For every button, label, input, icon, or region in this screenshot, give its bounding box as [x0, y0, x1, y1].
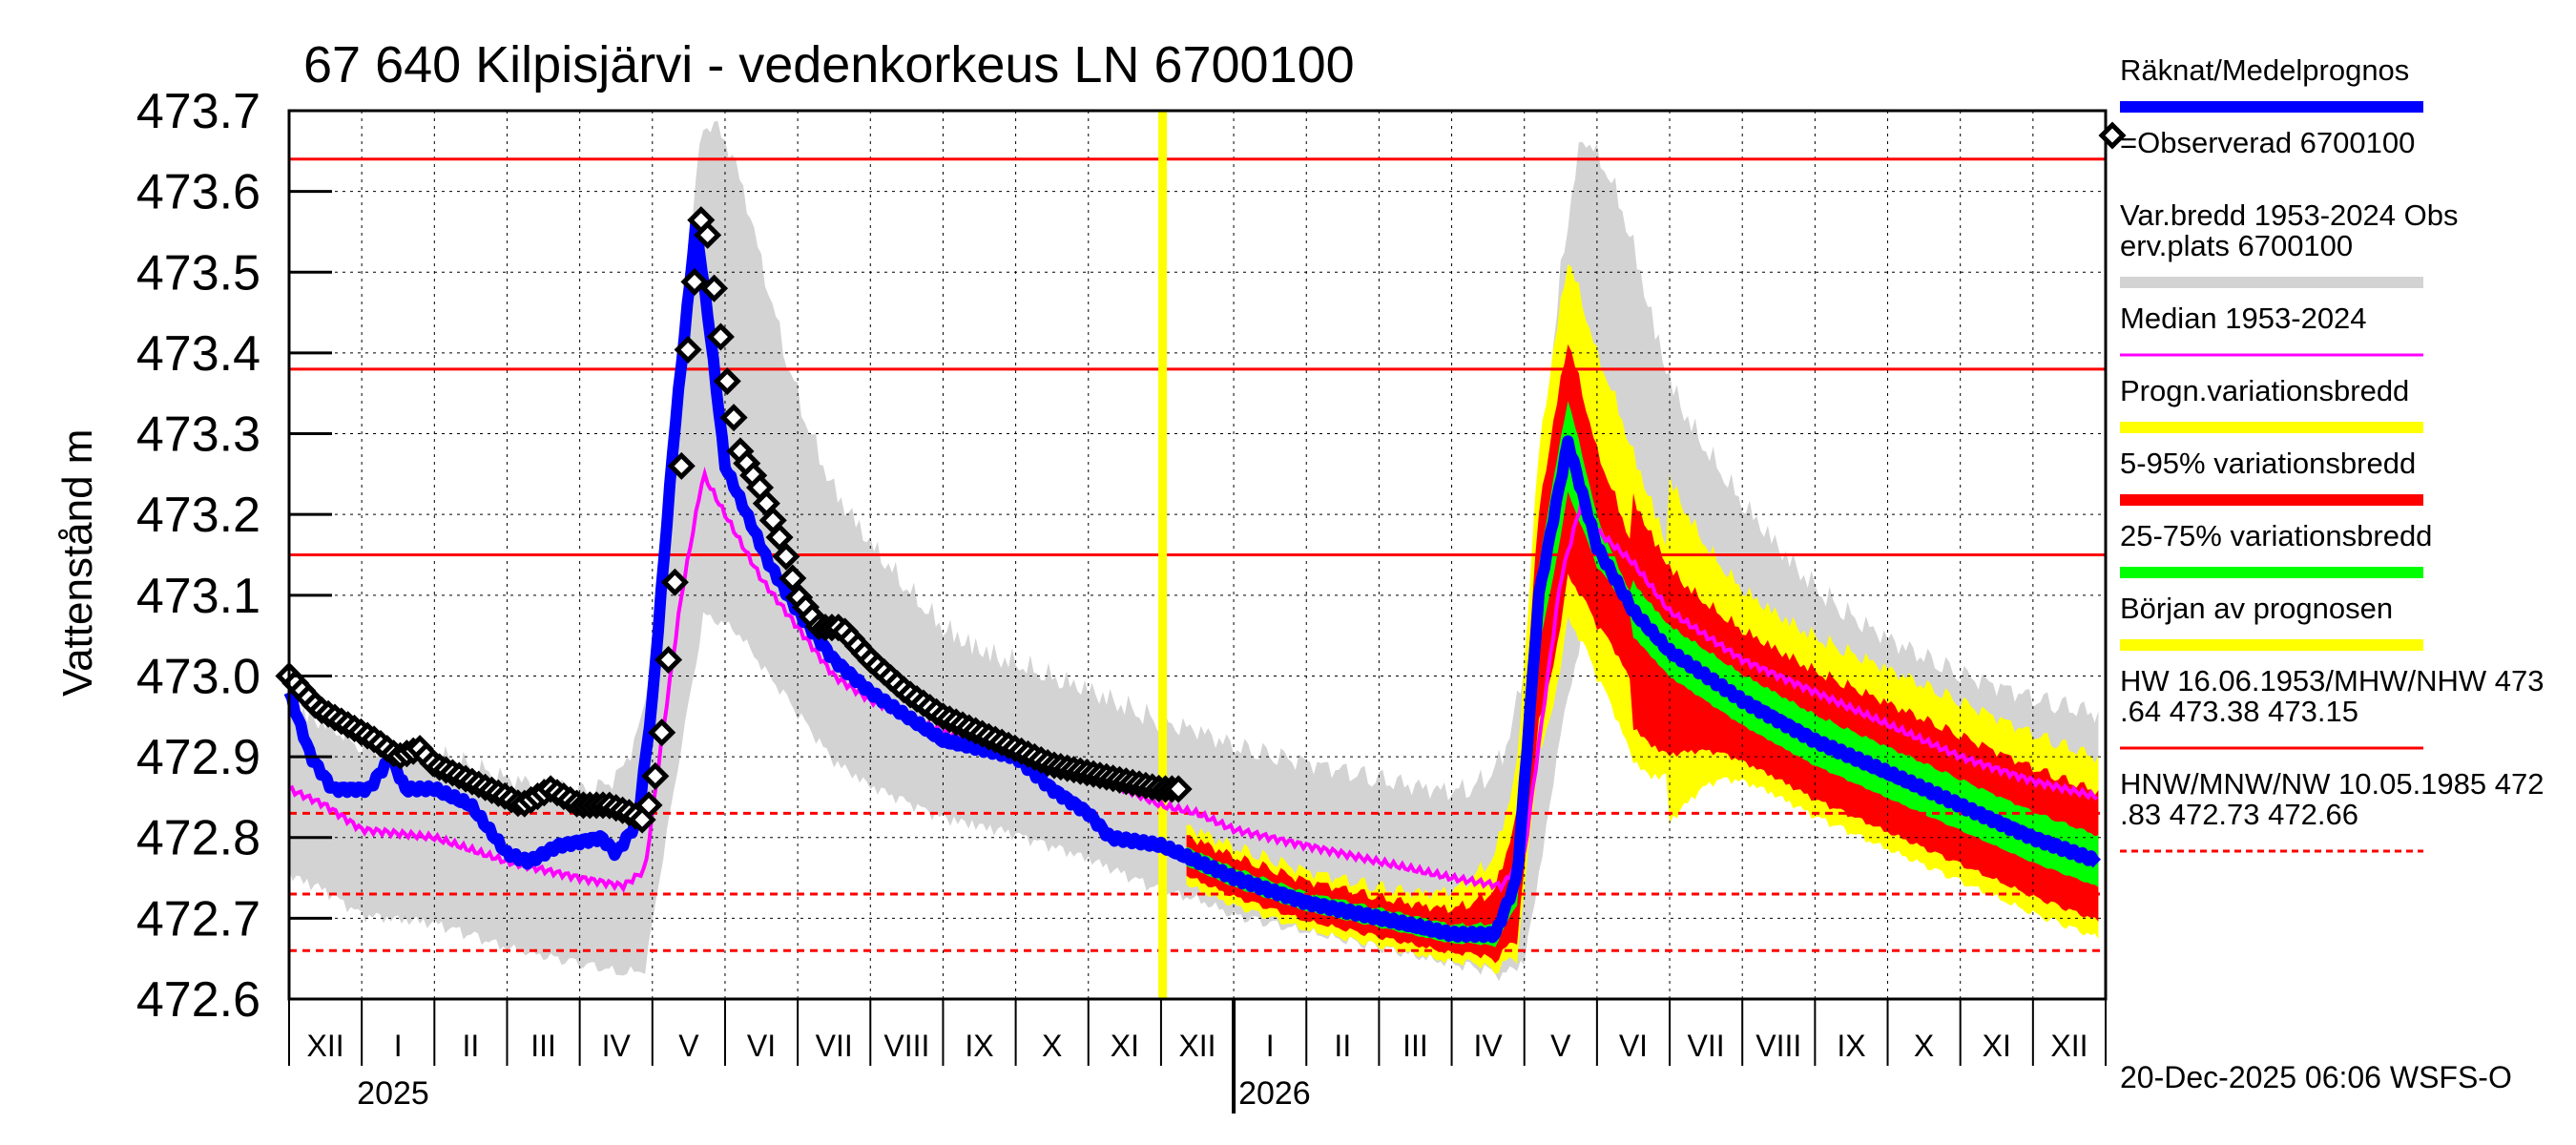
month-label: IV: [1474, 1029, 1504, 1063]
year-label: 2025: [357, 1075, 429, 1112]
legend-label: .83 472.73 472.66: [2120, 798, 2358, 831]
observed-point: [674, 335, 702, 364]
observed-point: [1164, 775, 1193, 803]
month-label: II: [1334, 1029, 1351, 1063]
legend-label: HNW/MNW/NW 10.05.1985 472: [2120, 767, 2544, 801]
month-label: IX: [1837, 1029, 1865, 1063]
legend-label: Median 1953-2024: [2120, 302, 2367, 335]
variation-band-historic: [289, 120, 2099, 982]
y-tick-label: 473.7: [136, 84, 260, 139]
month-label: V: [1550, 1029, 1571, 1063]
month-label: V: [678, 1029, 699, 1063]
month-label: VI: [1619, 1029, 1648, 1063]
y-tick-label: 473.2: [136, 488, 260, 543]
plot-area: [275, 110, 2106, 1000]
observed-point: [634, 791, 663, 820]
legend-label: erv.plats 6700100: [2120, 229, 2353, 262]
legend-label: =Observerad 6700100: [2120, 126, 2415, 159]
y-tick-label: 473.1: [136, 569, 260, 624]
month-label: XII: [307, 1029, 344, 1063]
month-label: I: [394, 1029, 403, 1063]
month-label: III: [530, 1029, 556, 1063]
series-observed: [275, 206, 1193, 834]
observed-point: [765, 523, 794, 552]
month-label: VI: [747, 1029, 776, 1063]
legend-label: Var.bredd 1953-2024 Obs: [2120, 198, 2458, 232]
observed-point: [706, 323, 735, 351]
month-label: X: [1914, 1029, 1934, 1063]
plot-frame: [287, 109, 2108, 1001]
series-mean-forecast: [283, 215, 2101, 944]
legend-label: Progn.variationsbredd: [2120, 374, 2409, 407]
observed-point: [694, 220, 722, 249]
legend-label: Början av prognosen: [2120, 592, 2393, 625]
legend-label: Räknat/Medelprognos: [2120, 53, 2409, 87]
month-label: XI: [1111, 1029, 1139, 1063]
observed-point: [772, 542, 800, 571]
observed-point: [648, 718, 676, 747]
observed-point: [779, 564, 807, 593]
y-tick-label: 472.9: [136, 730, 260, 785]
y-axis-label: Vattenstånd m: [54, 429, 101, 697]
y-tick-label: 473.3: [136, 407, 260, 463]
legend-label: 5-95% variationsbredd: [2120, 447, 2416, 480]
series-median: [288, 466, 2099, 894]
month-label: IX: [965, 1029, 993, 1063]
y-tick-label: 473.6: [136, 165, 260, 220]
observed-point: [700, 274, 729, 302]
chart-title: 67 640 Kilpisjärvi - vedenkorkeus LN 670…: [303, 36, 1355, 94]
observed-point: [660, 568, 689, 596]
month-label: VIII: [883, 1029, 929, 1063]
legend: Räknat/Medelprognos =Observerad 6700100 Va…: [2098, 53, 2544, 853]
month-label: VII: [1688, 1029, 1725, 1063]
variation-band-5-95: [1186, 344, 2099, 964]
month-label: VIII: [1755, 1029, 1801, 1063]
observed-point: [641, 761, 670, 790]
y-tick-label: 473.5: [136, 245, 260, 301]
observed-point: [680, 267, 709, 296]
y-tick-label: 472.8: [136, 811, 260, 866]
observed-point: [713, 366, 741, 396]
axes: 473.7 473.6 473.5 473.4 473.3 473.2 473.1 473.0…: [136, 84, 2108, 1114]
month-label: II: [463, 1029, 480, 1063]
month-label: XI: [1983, 1029, 2011, 1063]
month-label: IV: [602, 1029, 632, 1063]
legend-label: HW 16.06.1953/MHW/NHW 473: [2120, 664, 2544, 697]
legend-swatch: [2098, 121, 2127, 150]
footer-timestamp: 20-Dec-2025 06:06 WSFS-O: [2120, 1060, 2512, 1094]
observed-point: [667, 451, 696, 480]
y-tick-label: 473.0: [136, 649, 260, 704]
month-label: III: [1402, 1029, 1428, 1063]
y-tick-label: 472.7: [136, 891, 260, 947]
y-tick-label: 472.6: [136, 972, 260, 1028]
observed-point: [654, 645, 683, 675]
month-label: XII: [2050, 1029, 2088, 1063]
y-tick-label: 473.4: [136, 326, 260, 382]
year-label: 2026: [1238, 1075, 1311, 1112]
legend-label: 25-75% variationsbredd: [2120, 519, 2432, 552]
month-label: I: [1266, 1029, 1275, 1063]
legend-label: .64 473.38 473.15: [2120, 695, 2358, 728]
month-label: XII: [1178, 1029, 1215, 1063]
month-label: VII: [816, 1029, 853, 1063]
observed-point: [719, 404, 748, 432]
month-label: X: [1042, 1029, 1062, 1063]
